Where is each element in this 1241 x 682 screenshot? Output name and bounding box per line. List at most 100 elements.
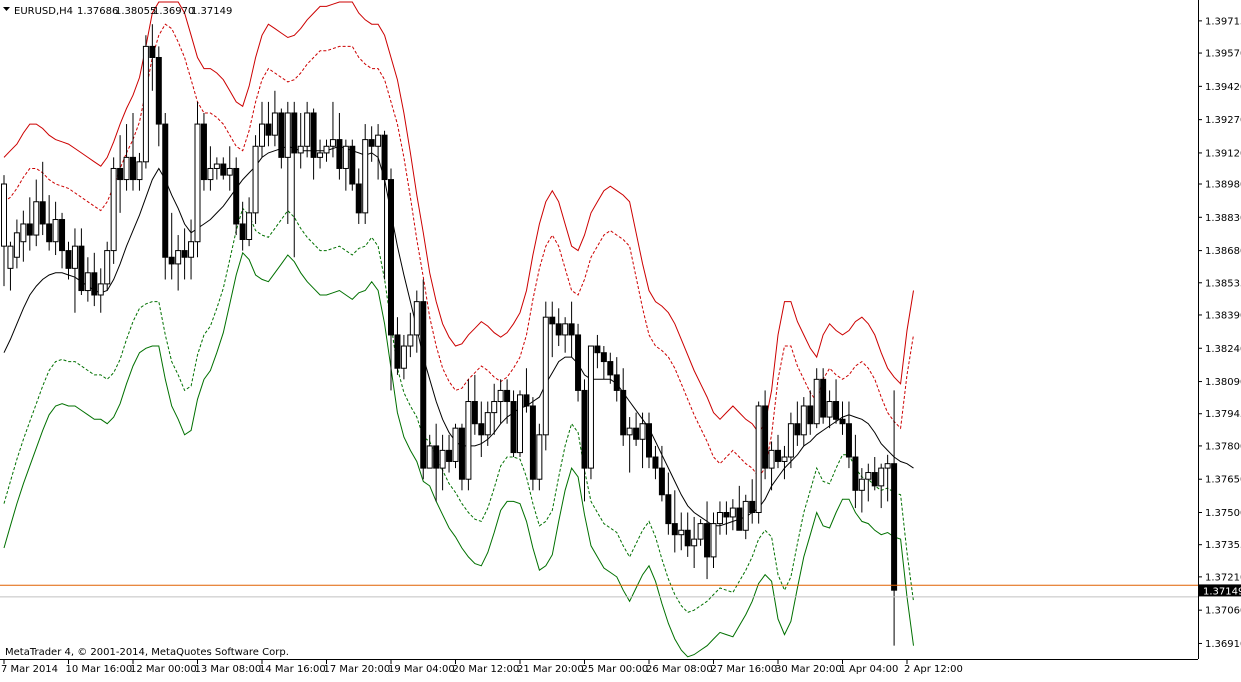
candle-body [59,219,66,252]
chart-menu-triangle-icon[interactable] [3,7,10,11]
candle-body [162,123,169,258]
candle [7,241,14,291]
candle [142,35,149,169]
candle-body [794,423,801,436]
candle [426,434,433,469]
chart-header: EURUSD,H4 1.37686 1.38055 1.36970 1.3714… [3,6,232,17]
candle-body [697,523,704,540]
candle [336,112,343,180]
candle-body [613,374,620,391]
time-tick-label: 14 Mar 16:00 [259,664,326,675]
candle [497,379,504,424]
candle-body [175,250,182,265]
candle [555,308,562,347]
candle [620,368,627,446]
candle-body [226,167,233,176]
price-tick-label: 1.37800 [1205,441,1241,452]
candle [136,152,143,191]
candle [20,210,27,262]
candle [329,101,336,158]
candle [375,124,382,180]
candle [162,112,169,280]
candle-body [194,123,201,243]
candle [194,101,201,258]
candle-body [600,352,607,363]
price-tick-label: 1.39715 [1205,16,1241,27]
candle [458,423,465,491]
candle-body [368,139,375,147]
time-tick-label: 20 Mar 12:00 [453,664,520,675]
upper-outer-line [3,1,914,434]
candle [104,241,111,291]
candle-body [736,507,743,531]
candle-body [800,405,807,436]
candle [26,197,33,251]
candle [491,383,498,435]
candle-body [620,389,627,436]
price-tick-label: 1.38390 [1205,310,1241,321]
candles [1,24,898,646]
time-tick-label: 30 Mar 20:00 [775,664,842,675]
candle-body [639,423,646,440]
candle-body [542,316,549,436]
candle-body [504,389,511,403]
candle-body [355,183,362,214]
candle [684,512,691,557]
ma-line [3,145,914,527]
price-lines [0,584,1198,598]
candle [252,135,259,224]
candle-body [813,378,820,425]
candle-body [555,323,562,336]
candle-body [465,401,472,480]
candle-body [820,378,827,418]
candle-body [168,256,175,265]
price-tag-box [1199,584,1241,597]
symbol-label: EURUSD,H4 [14,6,73,17]
candle [407,312,414,358]
candle-body [446,449,453,462]
candle-body [723,512,730,518]
candle [188,219,195,280]
candle [213,157,220,180]
candle-body [1,183,7,247]
candle [626,417,633,473]
candle [78,228,85,295]
candle [665,472,672,535]
price-tag-label: 1.37149 [1203,586,1241,597]
candle-body [658,467,665,496]
candle-body [626,427,633,436]
candle [594,334,601,369]
candle-body [478,423,485,436]
candle-body [865,472,872,480]
time-tick-label: 27 Mar 16:00 [711,664,778,675]
candle-body [517,394,523,454]
candle-body [78,245,85,292]
candle [639,412,646,469]
candle [568,301,575,358]
candle [781,445,788,480]
candle-body [375,134,382,147]
price-axis: 1.39715 1.39570 1.39420 1.39270 1.39120 1.389… [1198,16,1241,650]
candle [200,112,207,191]
candle [517,390,523,458]
candle [323,139,330,162]
candle-body [117,167,124,181]
candle [813,368,820,429]
candle-body [20,223,27,243]
candle [1,175,7,287]
time-tick-label: 13 Mar 08:00 [195,664,262,675]
candle [807,390,814,435]
candle [562,317,569,353]
candle [394,317,401,375]
time-tick-label: 1 Apr 04:00 [840,664,899,675]
candle-body [400,345,407,369]
candle-body [323,145,330,154]
candle [542,301,549,451]
candle-body [259,123,265,147]
candle [704,501,711,580]
candle-body [684,529,691,547]
candle-body [413,301,420,336]
